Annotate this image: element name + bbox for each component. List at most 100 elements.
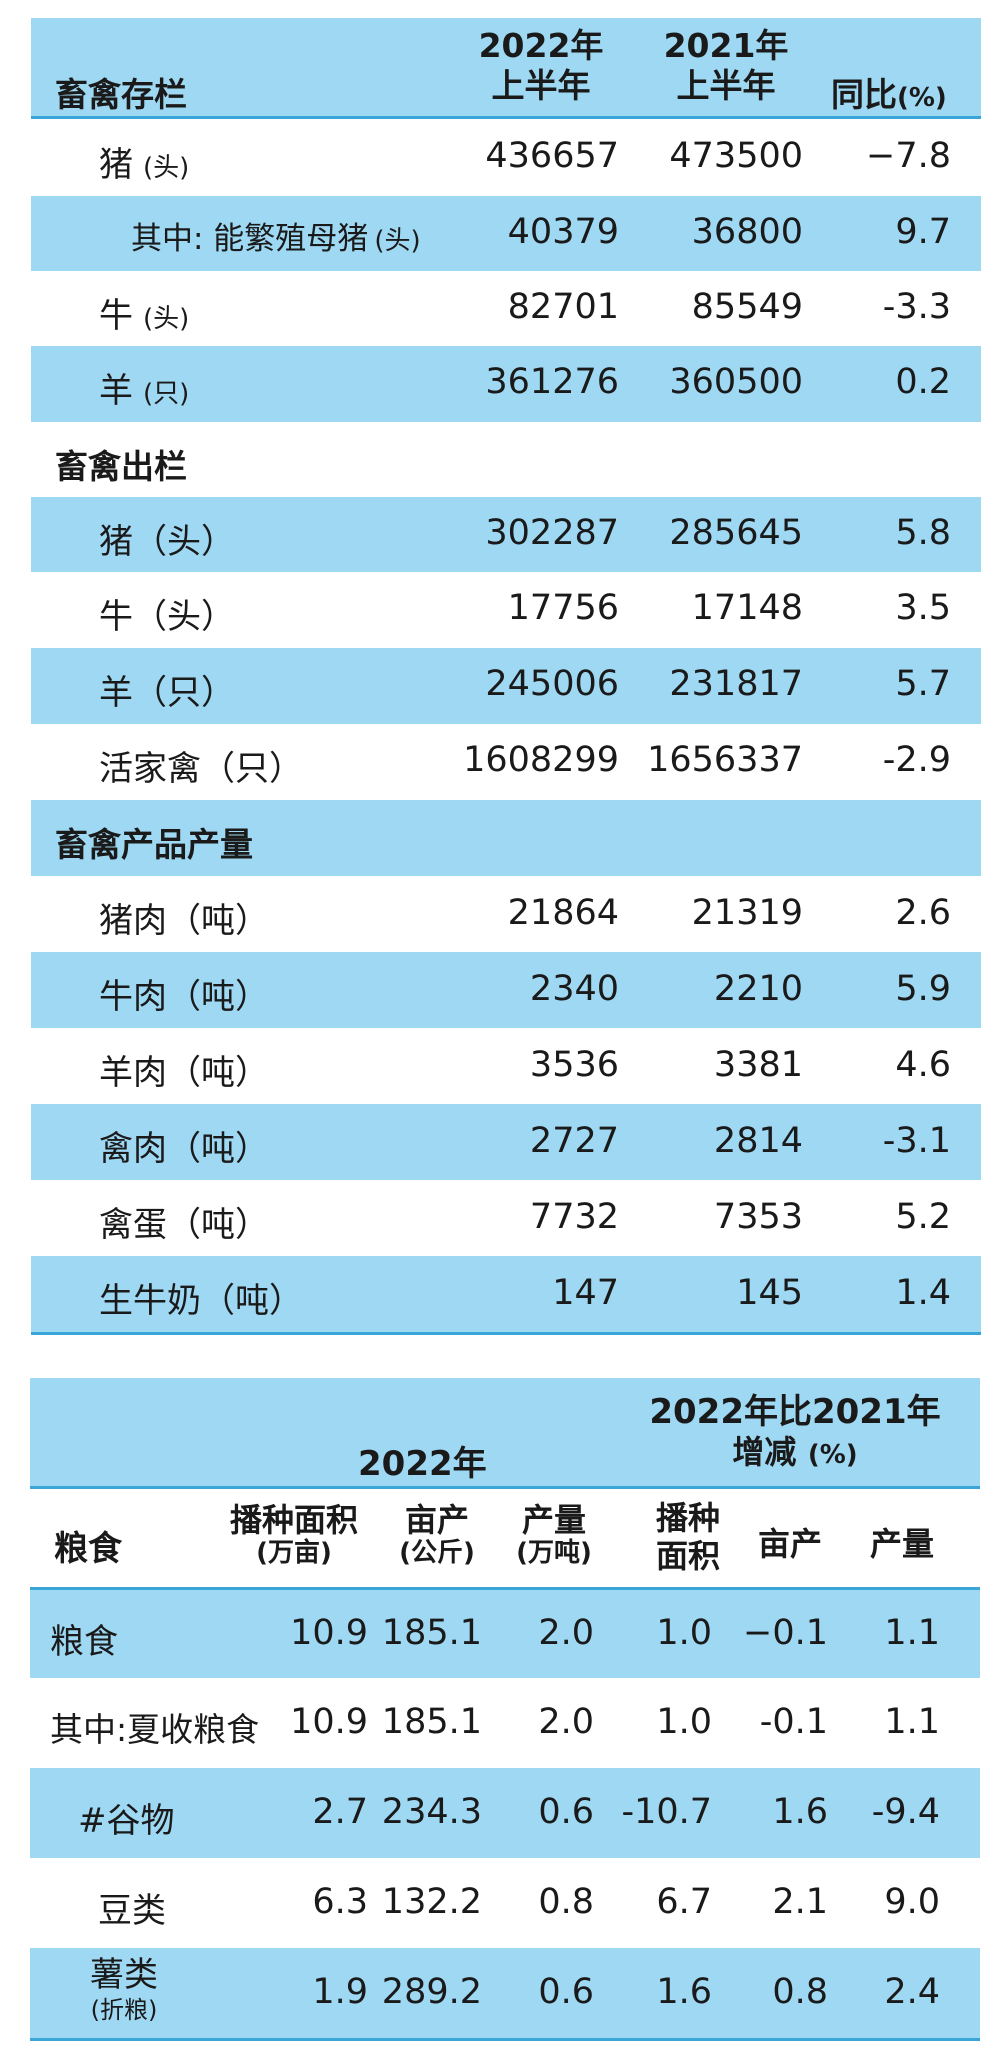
col-area: 播种面积 (万亩) bbox=[220, 1501, 368, 1567]
table-row: 禽蛋（吨） 7732 7353 5.2 bbox=[31, 1180, 981, 1256]
header-compare: 2022年比2021年 增减 (%) bbox=[630, 1392, 960, 1475]
value-yoy: -3.1 bbox=[882, 1121, 951, 1161]
value-output-chg: 2.4 bbox=[884, 1972, 940, 2012]
row-name: 猪 (头) bbox=[99, 137, 189, 186]
header-yoy-unit: (%) bbox=[897, 83, 947, 113]
value-yoy: 5.9 bbox=[895, 969, 951, 1009]
value-2022: 147 bbox=[552, 1273, 619, 1313]
header-2021: 2021年 上半年 bbox=[636, 26, 816, 106]
value-2021: 7353 bbox=[713, 1197, 803, 1237]
table-row: 其中: 能繁殖母猪 (头) 40379 36800 9.7 bbox=[31, 196, 981, 271]
row-name: 牛 (头) bbox=[99, 288, 189, 337]
row-name: 禽肉（吨） bbox=[99, 1129, 269, 1169]
value-yield-chg: 1.6 bbox=[772, 1792, 828, 1832]
grain-header-divider bbox=[30, 1486, 980, 1489]
row-name: 牛肉（吨） bbox=[99, 977, 269, 1017]
row-name: 羊肉（吨） bbox=[99, 1053, 269, 1093]
livestock-table: 畜禽存栏 2022年 上半年 2021年 上半年 同比(%) 猪 (头) 4366… bbox=[31, 18, 981, 1335]
value-2021: 1656337 bbox=[647, 740, 803, 780]
value-2022: 302287 bbox=[485, 513, 619, 553]
value-2021: 17148 bbox=[691, 588, 803, 628]
value-yoy: 4.6 bbox=[895, 1045, 951, 1085]
row-label: 其中: 能繁殖母猪 bbox=[131, 221, 369, 257]
value-output-chg: 1.1 bbox=[884, 1613, 940, 1653]
value-output-chg: 9.0 bbox=[884, 1882, 940, 1922]
value-2022: 436657 bbox=[485, 136, 619, 176]
row-name: 牛（头） bbox=[99, 597, 235, 637]
value-output: 0.6 bbox=[538, 1972, 594, 2012]
row-unit: (只) bbox=[143, 379, 190, 409]
value-area-chg: 1.0 bbox=[656, 1613, 712, 1653]
header-2022-half: 上半年 bbox=[491, 66, 591, 105]
row-label: 猪 bbox=[99, 145, 133, 185]
col-yield-chg: 亩产 bbox=[758, 1525, 823, 1563]
value-yoy: 5.7 bbox=[895, 664, 951, 704]
header-compare-line2: 增减 (%) bbox=[630, 1432, 960, 1475]
header-2022: 2022年 上半年 bbox=[451, 26, 631, 106]
col-output-unit: (万吨) bbox=[516, 1538, 592, 1568]
value-2022: 1608299 bbox=[463, 740, 619, 780]
value-yoy: 0.2 bbox=[895, 362, 951, 402]
table-row: 其中:夏收粮食 10.9 185.1 2.0 1.0 -0.1 1.1 bbox=[30, 1678, 980, 1768]
row-name: 活家禽（只） bbox=[99, 749, 303, 789]
value-yield: 185.1 bbox=[381, 1613, 482, 1653]
value-output-chg: -9.4 bbox=[871, 1792, 940, 1832]
table-row: 牛肉（吨） 2340 2210 5.9 bbox=[31, 952, 981, 1028]
table-row: 猪肉（吨） 21864 21319 2.6 bbox=[31, 876, 981, 952]
value-output: 0.6 bbox=[538, 1792, 594, 1832]
col-area-chg-line2: 面积 bbox=[655, 1537, 720, 1575]
value-2022: 7732 bbox=[529, 1197, 619, 1237]
col-area-chg-line1: 播种 bbox=[655, 1499, 720, 1537]
value-2022: 2727 bbox=[529, 1121, 619, 1161]
value-2021: 145 bbox=[736, 1273, 803, 1313]
table-row: 羊（只） 245006 231817 5.7 bbox=[31, 648, 981, 724]
row-name: 豆类 bbox=[98, 1891, 166, 1931]
header-compare-label: 增减 bbox=[732, 1433, 797, 1471]
value-area: 2.7 bbox=[312, 1792, 368, 1832]
table-row: 薯类 (折粮) 1.9 289.2 0.6 1.6 0.8 2.4 bbox=[30, 1948, 980, 2038]
value-yield: 234.3 bbox=[381, 1792, 482, 1832]
value-output: 2.0 bbox=[538, 1702, 594, 1742]
table-row: 猪 (头) 436657 473500 −7.8 bbox=[31, 119, 981, 196]
row-name: 其中: 能繁殖母猪 (头) bbox=[131, 213, 421, 258]
value-2022: 17756 bbox=[507, 588, 619, 628]
row-name: 薯类 (折粮) bbox=[74, 1954, 174, 2024]
value-yield-chg: 0.8 bbox=[772, 1972, 828, 2012]
value-area-chg: 1.6 bbox=[656, 1972, 712, 2012]
value-2021: 2210 bbox=[713, 969, 803, 1009]
row-label: 薯类 bbox=[90, 1955, 158, 1995]
value-2021: 3381 bbox=[713, 1045, 803, 1085]
value-yoy: 5.2 bbox=[895, 1197, 951, 1237]
value-2022: 245006 bbox=[485, 664, 619, 704]
value-2021: 285645 bbox=[669, 513, 803, 553]
value-output-chg: 1.1 bbox=[884, 1702, 940, 1742]
row-name: #谷物 bbox=[78, 1801, 175, 1841]
grain-header-row: 2022年 2022年比2021年 增减 (%) bbox=[30, 1378, 980, 1486]
grain-table: 2022年 2022年比2021年 增减 (%) 粮食 播种面积 (万亩) 亩产… bbox=[30, 1378, 980, 2048]
value-yield: 289.2 bbox=[381, 1972, 482, 2012]
col-area-label: 播种面积 bbox=[229, 1501, 358, 1539]
value-yoy: 9.7 bbox=[895, 212, 951, 252]
row-unit: (头) bbox=[143, 304, 190, 334]
value-area-chg: 6.7 bbox=[656, 1882, 712, 1922]
value-yoy: 1.4 bbox=[895, 1273, 951, 1313]
value-2022: 3536 bbox=[529, 1045, 619, 1085]
header-compare-unit: (%) bbox=[807, 1440, 858, 1470]
value-area-chg: 1.0 bbox=[656, 1702, 712, 1742]
table-row: 活家禽（只） 1608299 1656337 -2.9 bbox=[31, 724, 981, 800]
value-2021: 473500 bbox=[669, 136, 803, 176]
col-yield-unit: (公斤) bbox=[399, 1538, 475, 1568]
section-header-row: 畜禽产品产量 bbox=[31, 800, 981, 876]
table-row: 禽肉（吨） 2727 2814 -3.1 bbox=[31, 1104, 981, 1180]
value-yield-chg: −0.1 bbox=[743, 1613, 828, 1653]
header-2021-year: 2021年 bbox=[663, 26, 789, 65]
value-2021: 21319 bbox=[691, 893, 803, 933]
value-2022: 361276 bbox=[485, 362, 619, 402]
value-2021: 2814 bbox=[713, 1121, 803, 1161]
value-yoy: −7.8 bbox=[866, 136, 951, 176]
grain-bottom-line bbox=[30, 2038, 980, 2041]
value-output: 0.8 bbox=[538, 1882, 594, 1922]
table-bottom-line bbox=[31, 1332, 981, 1335]
col-output-chg: 产量 bbox=[870, 1525, 935, 1563]
value-yield-chg: 2.1 bbox=[772, 1882, 828, 1922]
